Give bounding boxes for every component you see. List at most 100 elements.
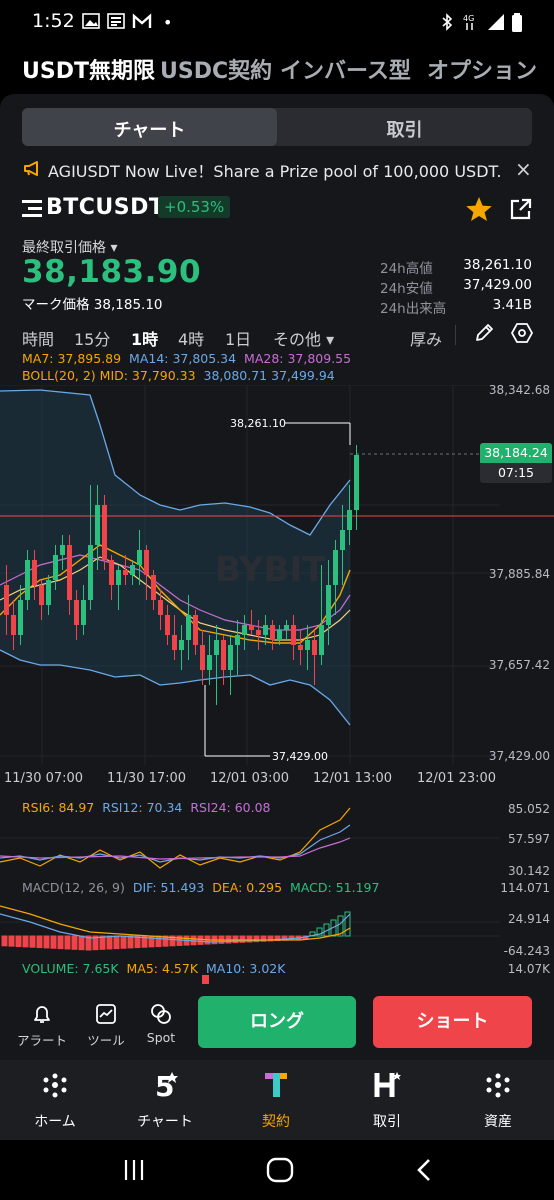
nav-home[interactable]: ホーム: [34, 1114, 76, 1130]
rsi24-label: RSI24: 60.08: [190, 800, 271, 815]
rsi-legend: RSI6: 84.97 RSI12: 70.34 RSI24: 60.08: [22, 800, 271, 815]
boll-lower: [0, 649, 351, 726]
macd-histogram-bar: [155, 935, 162, 947]
macd-value-label: MACD: 51.197: [290, 880, 380, 895]
tool-chart-icon[interactable]: [78, 1002, 134, 1032]
depth-button[interactable]: 厚み: [410, 330, 443, 349]
macd-histogram-bar: [239, 935, 246, 943]
candle-body: [18, 600, 23, 635]
macd-axis-label: -64.243: [503, 944, 550, 958]
close-icon[interactable]: ×: [515, 157, 532, 181]
candle-body: [312, 640, 317, 655]
tf-1h[interactable]: 1時: [131, 330, 159, 349]
candle-body: [298, 645, 303, 650]
segment-chart[interactable]: チャート: [113, 120, 186, 141]
home-button-icon[interactable]: [266, 1157, 294, 1187]
macd-histogram-bar: [15, 935, 22, 947]
contract-t-icon[interactable]: [221, 1070, 331, 1107]
y-axis-label: 37,657.42: [488, 658, 550, 672]
tab-usdc-contract[interactable]: USDC契約: [160, 59, 273, 84]
ma7-label: MA7: 37,895.89: [22, 351, 122, 366]
trade-h-icon[interactable]: [332, 1070, 442, 1107]
recents-icon[interactable]: [122, 1158, 146, 1186]
rsi-axis-label: 30.142: [508, 864, 550, 878]
tab-options[interactable]: オプション: [427, 59, 538, 84]
settings-hex-icon[interactable]: [510, 322, 534, 348]
macd-histogram-bar: [57, 935, 64, 950]
alert-label[interactable]: アラート: [16, 1033, 67, 1048]
candle-body: [165, 615, 170, 635]
candle-body: [4, 585, 9, 615]
signal-icon: [487, 13, 505, 35]
candle-body: [235, 635, 240, 645]
candle-body: [242, 625, 247, 635]
macd-axis-label: 114.071: [500, 881, 550, 895]
home-icon[interactable]: [0, 1070, 110, 1107]
candle-body: [151, 575, 156, 600]
pencil-icon[interactable]: [473, 322, 495, 348]
menu-icon[interactable]: [22, 198, 44, 222]
mark-price-label: マーク価格 38,185.10: [22, 293, 163, 313]
nav-chart[interactable]: チャート: [137, 1114, 193, 1130]
tf-4h[interactable]: 4時: [178, 330, 205, 349]
tf-time[interactable]: 時間: [22, 330, 55, 349]
candle-body: [123, 570, 128, 575]
ma-legend: MA7: 37,895.89 MA14: 37,805.34 MA28: 37,…: [22, 351, 351, 366]
macd-histogram-bar: [92, 935, 99, 951]
candle-body: [144, 550, 149, 575]
back-icon[interactable]: [414, 1157, 434, 1187]
macd-histogram-bar: [120, 935, 127, 949]
candle-body: [11, 615, 16, 635]
vol-ma5-label: MA5: 4.57K: [126, 961, 199, 976]
share-icon[interactable]: [509, 197, 533, 225]
nav-trade[interactable]: 取引: [373, 1114, 401, 1130]
chart-five-icon[interactable]: 5: [110, 1070, 220, 1107]
macd-histogram-bar: [29, 935, 36, 948]
rsi6-label: RSI6: 84.97: [22, 800, 95, 815]
tf-15m[interactable]: 15分: [74, 330, 111, 349]
tf-1d[interactable]: 1日: [225, 330, 252, 349]
star-icon[interactable]: [465, 196, 493, 226]
y-axis-label: 37,429.00: [488, 749, 550, 763]
tab-usdt-perpetual[interactable]: USDT無期限: [22, 59, 155, 84]
stat-volume-label: 24h出来高: [380, 301, 447, 317]
news-icon: [107, 13, 125, 33]
ma14-label: MA14: 37,805.34: [129, 351, 237, 366]
assets-icon[interactable]: [443, 1070, 553, 1107]
spot-label[interactable]: Spot: [146, 1030, 176, 1045]
dea-label: DEA: 0.295: [212, 880, 283, 895]
macd-histogram-bar: [71, 935, 78, 950]
macd-histogram-bar: [1, 935, 8, 947]
candle-body: [179, 640, 184, 650]
short-button[interactable]: ショート: [373, 996, 532, 1048]
symbol-pair[interactable]: BTCUSDT: [46, 195, 165, 220]
nav-assets[interactable]: 資産: [484, 1114, 512, 1130]
spot-icon[interactable]: [133, 1002, 189, 1032]
candle-body: [347, 510, 352, 530]
long-button[interactable]: ロング: [198, 996, 356, 1048]
candlestick-chart[interactable]: BYBIT 38,261.10 37,429.00: [0, 385, 554, 805]
tab-inverse[interactable]: インバース型: [280, 59, 411, 84]
nav-contract[interactable]: 契約: [262, 1114, 290, 1130]
ma28-label: MA28: 37,809.55: [244, 351, 352, 366]
bell-icon[interactable]: [14, 1002, 70, 1032]
candle-body: [214, 640, 219, 655]
system-nav-bar: [0, 1140, 554, 1200]
y-axis-label: 38,342.68: [488, 383, 550, 397]
tool-label[interactable]: ツール: [87, 1033, 125, 1048]
segment-trade[interactable]: 取引: [386, 120, 423, 141]
bluetooth-icon: [440, 13, 454, 35]
last-price-label[interactable]: 最終取引価格 ▾: [22, 240, 118, 256]
tf-more[interactable]: その他 ▾: [273, 330, 335, 349]
candle-body: [95, 505, 100, 545]
volume-legend: VOLUME: 7.65K MA5: 4.57K MA10: 3.02K: [22, 961, 285, 976]
macd-histogram-bar: [246, 935, 253, 943]
mail-icon: [132, 13, 152, 33]
announcement-text[interactable]: AGIUSDT Now Live！Share a Prize pool of 1…: [48, 162, 502, 181]
watermark: BYBIT: [215, 550, 326, 590]
rsi-chart: [0, 807, 500, 869]
candle-body: [32, 560, 37, 585]
boll-dn-label: 37,499.94: [271, 368, 335, 383]
macd-histogram-bar: [43, 935, 50, 949]
macd-histogram-bar: [8, 935, 15, 947]
